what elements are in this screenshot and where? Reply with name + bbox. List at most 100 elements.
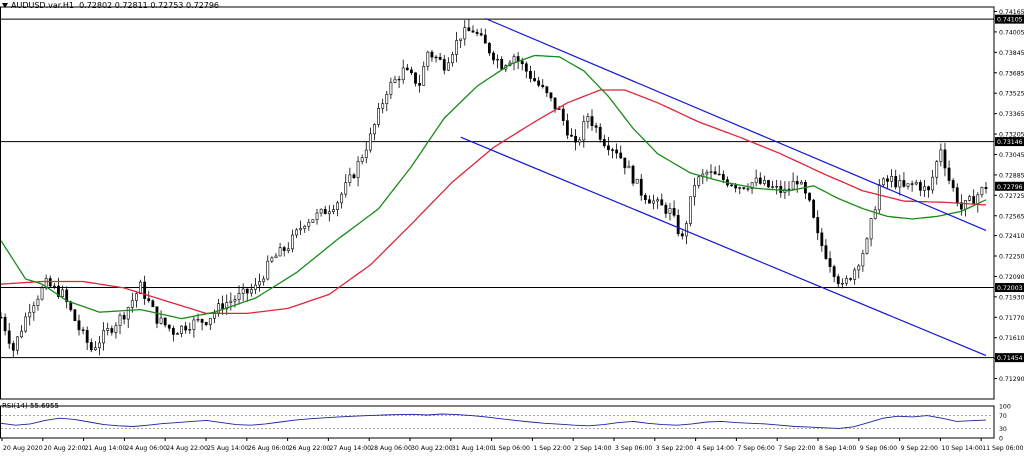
time-tick-label: 10 Sep 14:00: [941, 445, 982, 452]
candle-body: [984, 187, 988, 189]
candle-body: [524, 63, 528, 72]
candle-body: [282, 247, 286, 251]
candle-body: [611, 149, 614, 151]
candle-body: [881, 178, 885, 186]
candle-body: [155, 306, 159, 324]
candle-body: [24, 316, 28, 332]
time-tick-label: 2 Sep 14:00: [574, 445, 611, 452]
candle-body: [344, 182, 348, 195]
candle-body: [422, 66, 426, 86]
time-tick-label: 20 Aug 2020: [3, 445, 43, 452]
candle-body: [463, 27, 467, 40]
candle-body: [274, 255, 278, 259]
candle-body: [254, 284, 257, 290]
candle-body: [717, 173, 721, 176]
candle-body: [689, 196, 692, 224]
candle-body: [574, 135, 577, 143]
candle-body: [762, 180, 766, 184]
candle-body: [968, 196, 971, 201]
time-tick-label: 21 Aug 14:00: [85, 445, 127, 452]
candle-body: [565, 120, 569, 136]
candle-body: [684, 223, 688, 237]
price-tick-label: 0.74005: [999, 29, 1024, 36]
time-tick-label: 7 Sep 06:00: [737, 445, 774, 452]
candle-body: [57, 285, 60, 297]
candle-body: [537, 80, 541, 86]
candle-body: [709, 171, 713, 173]
candle-body: [89, 342, 93, 351]
time-tick-label: 3 Sep 22:00: [656, 445, 693, 452]
candle-body: [492, 52, 495, 61]
candle-body: [167, 324, 171, 329]
candle-body: [902, 180, 906, 187]
candle-body: [972, 196, 976, 205]
candle-body: [598, 126, 602, 140]
candle-body: [381, 103, 385, 109]
candle-body: [656, 199, 660, 202]
candle-body: [373, 124, 376, 135]
candle-body: [693, 185, 697, 198]
time-tick-label: 3 Sep 06:00: [615, 445, 652, 452]
candle-body: [906, 183, 910, 187]
candle-body: [918, 182, 922, 191]
price-tag-label: 0.71454: [997, 355, 1023, 362]
candle-body: [869, 218, 873, 240]
candle-body: [16, 336, 19, 351]
candle-body: [130, 300, 134, 308]
candle-body: [438, 56, 442, 60]
candle-body: [890, 176, 894, 182]
candle-body: [533, 78, 536, 82]
dropdown-arrow-icon[interactable]: [2, 3, 8, 8]
candle-body: [221, 303, 225, 310]
price-tag: [995, 353, 1024, 363]
candle-body: [840, 283, 844, 285]
candle-body: [327, 211, 331, 215]
candle-body: [664, 204, 668, 214]
candle-body: [196, 318, 200, 321]
candle-body: [81, 329, 85, 331]
candle-body: [266, 260, 270, 280]
candle-body: [795, 180, 799, 185]
price-tag: [995, 181, 1024, 191]
candle-body: [787, 188, 791, 191]
candle-body: [176, 333, 179, 335]
candle-body: [529, 70, 532, 79]
rsi-level-label: 70: [999, 413, 1007, 420]
time-tick-label: 28 Aug 06:00: [370, 445, 412, 452]
candle-body: [820, 232, 824, 246]
candle-body: [426, 51, 430, 67]
candle-body: [434, 56, 438, 59]
price-tick-label: 0.72410: [999, 233, 1024, 240]
candle-body: [623, 157, 627, 169]
candle-body: [102, 330, 106, 344]
candle-body: [742, 187, 746, 189]
candle-body: [340, 193, 344, 204]
time-tick-label: 8 Sep 14:00: [819, 445, 856, 452]
candle-body: [389, 82, 393, 95]
candle-body: [738, 187, 742, 189]
candle-body: [812, 199, 816, 218]
candle-body: [631, 165, 635, 184]
candle-body: [652, 200, 655, 204]
candle-body: [943, 149, 947, 169]
candle-body: [52, 285, 56, 288]
candle-body: [368, 133, 372, 151]
time-tick-label: 31 Aug 14:00: [452, 445, 494, 452]
candle-body: [923, 186, 926, 191]
candle-body: [594, 125, 598, 128]
price-tick-label: 0.72565: [999, 213, 1024, 220]
price-tick-label: 0.71770: [999, 315, 1024, 322]
price-tag: [995, 14, 1024, 24]
candle-body: [483, 34, 487, 44]
candle-body: [241, 288, 245, 294]
candle-body: [500, 58, 504, 70]
candle-body: [418, 83, 422, 86]
symbol-header: AUDUSD.var.H1 0.72802 0.72811 0.72753 0.…: [2, 1, 219, 10]
candle-body: [319, 208, 323, 214]
rsi-level-label: 0: [999, 436, 1003, 443]
price-tick-label: 0.73205: [999, 132, 1024, 139]
candle-body: [561, 108, 565, 121]
candle-body: [668, 208, 672, 214]
